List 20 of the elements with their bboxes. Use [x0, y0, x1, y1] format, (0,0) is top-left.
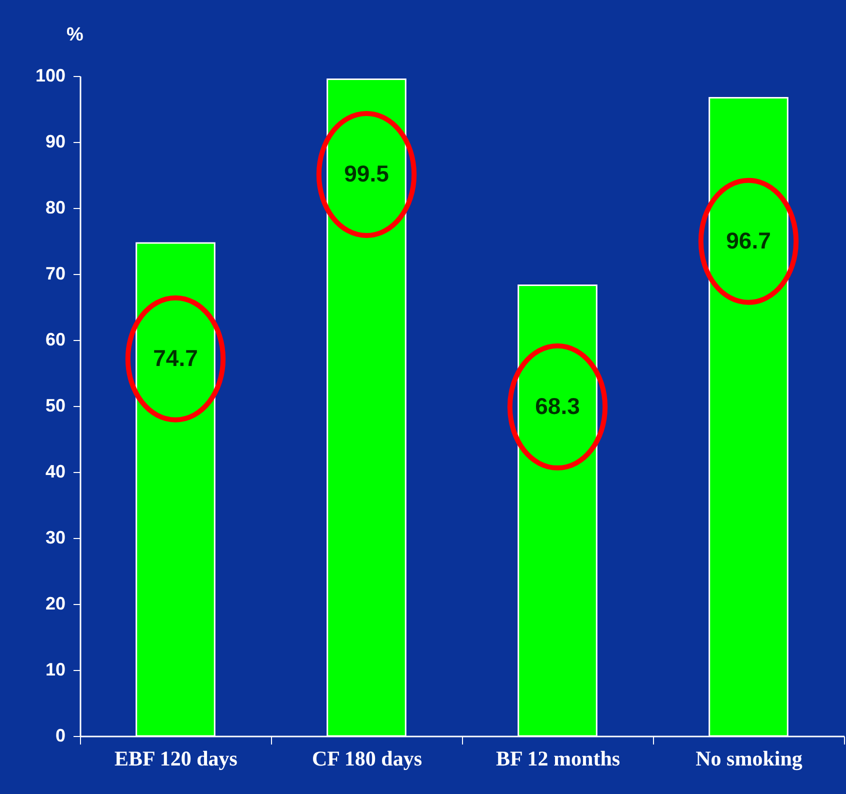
- y-tick-label: 90: [45, 132, 66, 152]
- data-label: 68.3: [535, 392, 580, 419]
- x-tick-label: No smoking: [696, 746, 803, 770]
- y-tick-label: 40: [45, 462, 66, 482]
- x-tick-label: BF 12 months: [496, 746, 620, 770]
- y-axis-title: %: [66, 24, 84, 46]
- x-tick-label: EBF 120 days: [114, 746, 238, 770]
- data-label: 74.7: [153, 344, 198, 371]
- y-tick-label: 30: [45, 528, 66, 548]
- x-tick-label: CF 180 days: [312, 746, 422, 770]
- y-tick-label: 80: [45, 198, 66, 218]
- y-tick-label: 50: [45, 396, 66, 416]
- y-tick-label: 60: [45, 330, 66, 350]
- y-tick-label: 10: [45, 660, 66, 680]
- data-label: 96.7: [726, 227, 771, 254]
- y-tick-label: 100: [35, 66, 66, 86]
- y-tick-label: 20: [45, 594, 66, 614]
- y-tick-label: 0: [55, 726, 66, 746]
- data-label: 99.5: [344, 160, 390, 187]
- y-tick-label: 70: [45, 264, 66, 284]
